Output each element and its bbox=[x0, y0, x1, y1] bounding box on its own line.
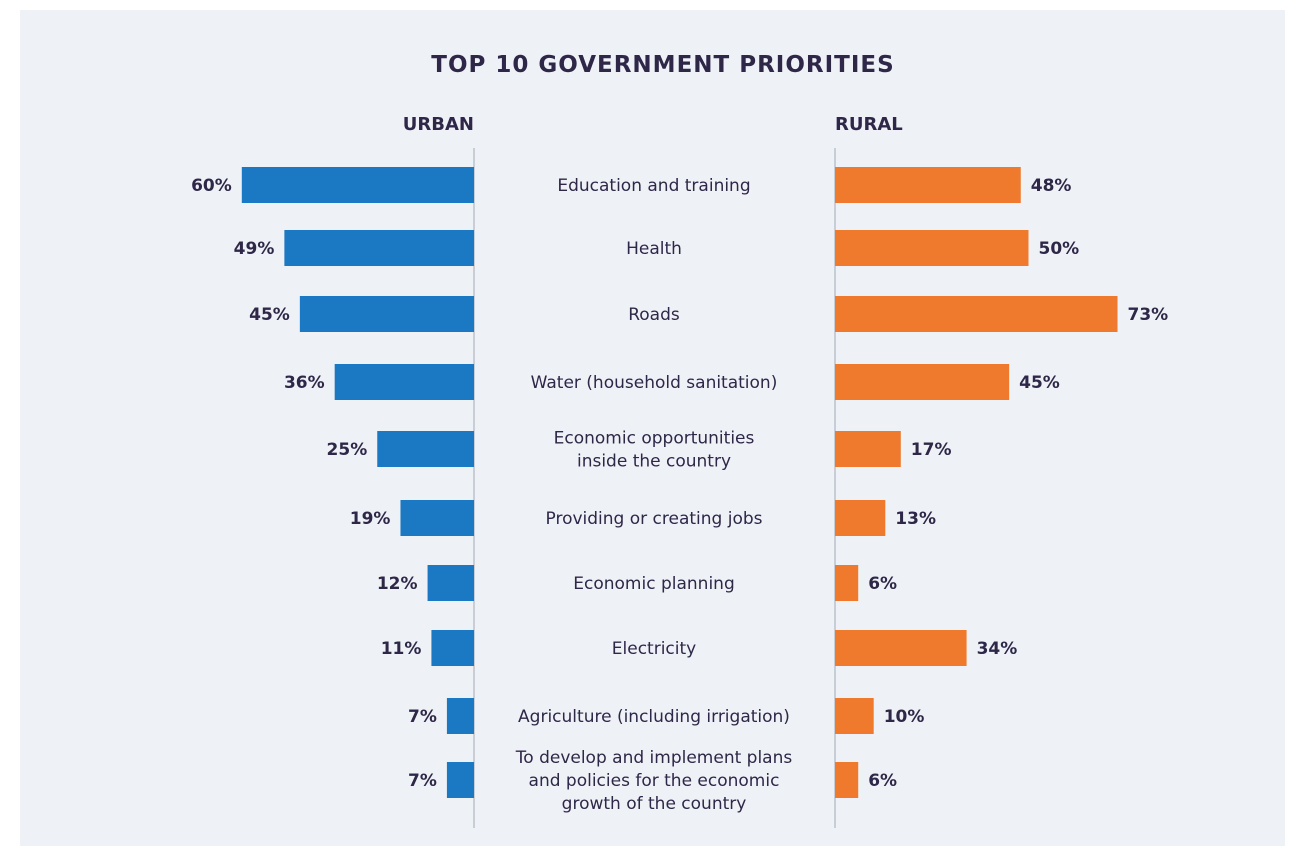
urban-bar bbox=[241, 167, 474, 203]
category-label: Health bbox=[626, 239, 682, 259]
category-label: Providing or creating jobs bbox=[546, 509, 763, 529]
urban-bar bbox=[299, 296, 474, 332]
urban-value-label: 45% bbox=[249, 305, 290, 325]
rural-bar bbox=[835, 431, 901, 467]
rural-bar bbox=[835, 630, 967, 666]
rural-series-label: RURAL bbox=[835, 114, 903, 135]
chart-panel: TOP 10 GOVERNMENT PRIORITIES URBAN RURAL… bbox=[20, 10, 1285, 846]
urban-bar bbox=[400, 500, 474, 536]
urban-bar bbox=[334, 364, 474, 400]
category-label: Agriculture (including irrigation) bbox=[518, 707, 790, 727]
chart-title: TOP 10 GOVERNMENT PRIORITIES bbox=[431, 52, 894, 78]
urban-value-label: 12% bbox=[377, 574, 418, 594]
category-label: Economic planning bbox=[573, 574, 734, 594]
urban-value-label: 25% bbox=[327, 440, 368, 460]
rural-bar bbox=[835, 762, 859, 798]
rural-bar bbox=[835, 364, 1010, 400]
category-label: Water (household sanitation) bbox=[531, 373, 778, 393]
rural-value-label: 50% bbox=[1039, 239, 1080, 259]
category-label: To develop and implement plans bbox=[515, 748, 793, 768]
rural-bar bbox=[835, 565, 859, 601]
urban-series-label: URBAN bbox=[403, 114, 474, 135]
urban-value-label: 19% bbox=[350, 509, 391, 529]
rural-value-label: 10% bbox=[884, 707, 925, 727]
rural-bar bbox=[835, 230, 1029, 266]
category-label: growth of the country bbox=[562, 794, 747, 814]
urban-value-label: 11% bbox=[381, 639, 422, 659]
urban-bar bbox=[446, 698, 474, 734]
rural-value-label: 34% bbox=[977, 639, 1018, 659]
rural-value-label: 6% bbox=[868, 574, 897, 594]
rural-value-label: 73% bbox=[1128, 305, 1169, 325]
rural-bar bbox=[835, 698, 874, 734]
urban-value-label: 36% bbox=[284, 373, 325, 393]
category-label: Electricity bbox=[612, 639, 696, 659]
chart-marks: 60% 48% Education and training 49% 50% Health… bbox=[191, 167, 1168, 814]
urban-bar bbox=[427, 565, 474, 601]
urban-value-label: 60% bbox=[191, 176, 232, 196]
category-label: Education and training bbox=[557, 176, 750, 196]
rural-value-label: 45% bbox=[1019, 373, 1060, 393]
category-label: inside the country bbox=[577, 452, 731, 472]
rural-bar bbox=[835, 296, 1118, 332]
urban-value-label: 49% bbox=[234, 239, 275, 259]
rural-bar bbox=[835, 500, 886, 536]
urban-value-label: 7% bbox=[408, 771, 437, 791]
rural-bar bbox=[835, 167, 1021, 203]
rural-value-label: 6% bbox=[868, 771, 897, 791]
category-label: Economic opportunities bbox=[554, 429, 755, 449]
category-label: Roads bbox=[628, 305, 680, 325]
rural-value-label: 48% bbox=[1031, 176, 1072, 196]
urban-bar bbox=[284, 230, 474, 266]
rural-value-label: 13% bbox=[895, 509, 936, 529]
urban-bar bbox=[431, 630, 474, 666]
urban-value-label: 7% bbox=[408, 707, 437, 727]
priorities-chart: TOP 10 GOVERNMENT PRIORITIES URBAN RURAL… bbox=[191, 52, 1168, 828]
rural-value-label: 17% bbox=[911, 440, 952, 460]
urban-bar bbox=[446, 762, 474, 798]
category-label: and policies for the economic bbox=[529, 771, 780, 791]
urban-bar bbox=[377, 431, 474, 467]
